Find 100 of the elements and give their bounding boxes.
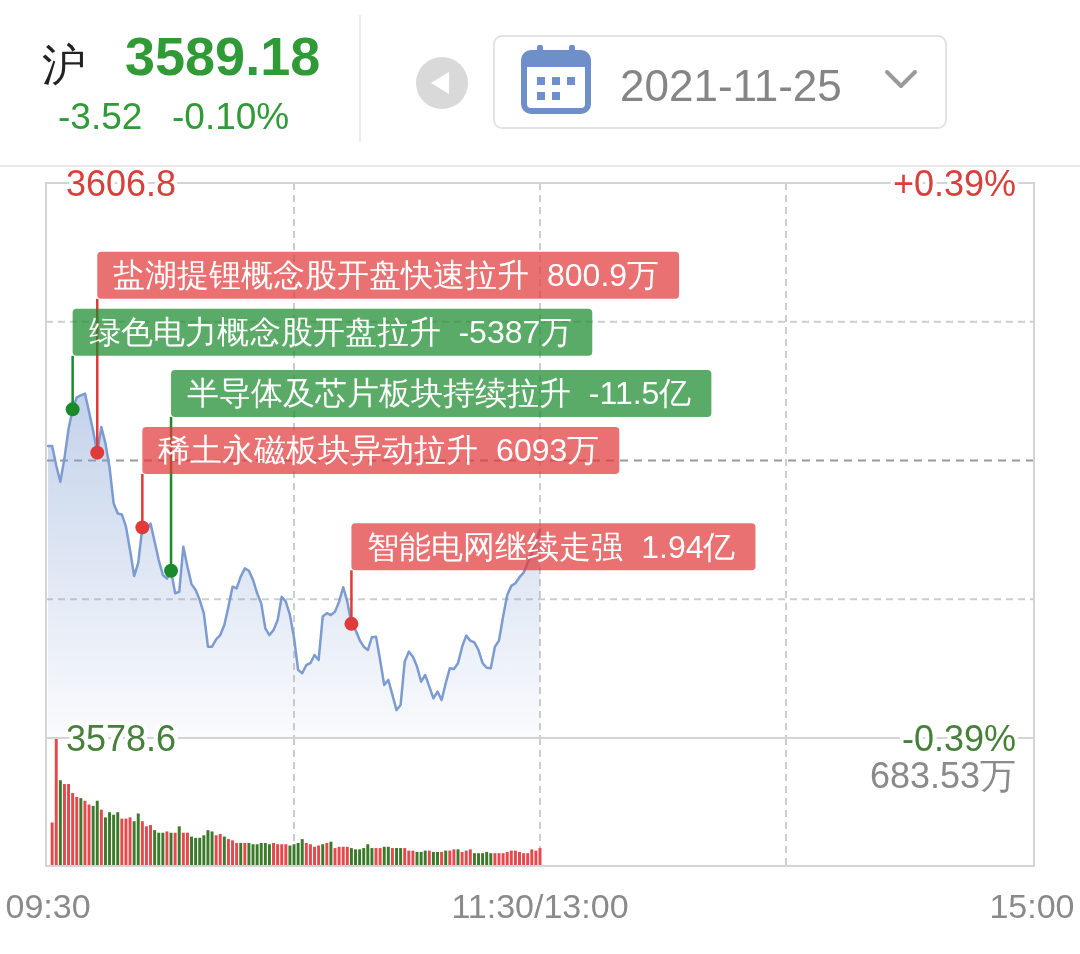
bar <box>128 817 132 866</box>
bar <box>173 832 177 866</box>
bar <box>419 851 423 866</box>
point <box>164 563 179 578</box>
bar <box>530 849 534 866</box>
bar <box>255 844 259 866</box>
bar <box>153 830 157 866</box>
bar <box>341 846 345 866</box>
bar <box>206 830 210 866</box>
text: 3589.18 <box>125 26 321 86</box>
bar <box>79 798 83 866</box>
bar <box>288 845 292 866</box>
bar <box>390 848 394 866</box>
bar <box>169 832 173 866</box>
bar <box>423 850 427 866</box>
bar <box>358 849 362 866</box>
bar <box>83 800 87 866</box>
bar <box>304 842 308 866</box>
bar <box>247 842 251 866</box>
bar <box>112 814 116 866</box>
bar <box>214 835 218 866</box>
bar <box>300 839 304 866</box>
bar <box>308 844 312 866</box>
bar <box>87 804 91 866</box>
bar <box>108 812 112 866</box>
bar <box>95 800 99 866</box>
bar <box>337 846 341 866</box>
bar <box>362 848 366 866</box>
annotation: 盐湖提锂概念股开盘快速拉升 800.9万 <box>113 257 660 294</box>
bar <box>67 784 71 866</box>
bar <box>325 842 329 866</box>
bar <box>411 850 415 866</box>
x-tick-label: 09:30 <box>5 887 91 925</box>
bar <box>481 853 485 866</box>
bar <box>161 832 165 866</box>
y2-tick-label: +0.39% <box>892 162 1016 204</box>
bar <box>120 818 124 866</box>
bar <box>477 853 480 866</box>
bar <box>345 846 349 866</box>
point <box>65 402 80 417</box>
bar <box>124 818 128 866</box>
bar <box>534 850 538 866</box>
bar <box>378 848 382 866</box>
bar <box>296 842 300 866</box>
bar <box>313 846 316 866</box>
bar <box>226 839 230 866</box>
bar <box>62 784 66 866</box>
bar <box>222 836 226 866</box>
bar <box>198 837 202 866</box>
bar <box>452 849 456 866</box>
bar <box>165 831 169 866</box>
bar <box>509 850 513 866</box>
bar <box>185 832 189 866</box>
bar <box>190 836 194 866</box>
bar <box>431 851 435 866</box>
bar <box>243 842 247 866</box>
text: -0.10% <box>172 96 290 137</box>
bar <box>370 848 374 866</box>
y-tick-label: 3606.8 <box>66 162 177 204</box>
point <box>135 520 150 535</box>
bar <box>276 844 280 866</box>
bar <box>218 834 222 866</box>
bar <box>354 849 357 866</box>
x-tick-label: 11:30/13:00 <box>451 887 629 925</box>
bar <box>157 832 161 866</box>
bar <box>284 844 288 866</box>
bar <box>522 853 526 866</box>
annotation: 绿色电力概念股开盘拉升 -5387万 <box>88 314 573 351</box>
bar <box>177 826 181 866</box>
bar <box>403 848 407 866</box>
point <box>344 616 359 631</box>
bar <box>194 837 198 866</box>
bar <box>501 853 505 866</box>
bar <box>140 821 144 866</box>
text: -3.52 <box>58 96 143 137</box>
annotation: 稀土永磁板块异动拉升 6093万 <box>158 432 600 469</box>
bar <box>239 842 243 866</box>
bar <box>99 809 103 866</box>
bar <box>448 850 452 866</box>
bar <box>329 841 333 866</box>
bar <box>444 850 448 866</box>
bar <box>280 844 284 866</box>
bar <box>436 851 439 866</box>
bar <box>518 851 521 866</box>
bar <box>464 850 468 866</box>
bar <box>366 844 370 866</box>
bar <box>259 842 263 866</box>
annotation: 智能电网继续走强 1.94亿 <box>367 528 736 565</box>
point <box>90 445 105 460</box>
bar <box>317 845 321 866</box>
bar <box>54 738 58 866</box>
bar <box>349 848 353 866</box>
text: 沪 <box>42 40 86 89</box>
bar <box>181 832 185 866</box>
x-tick-label: 15:00 <box>989 887 1075 925</box>
bar <box>468 849 472 866</box>
bar <box>58 780 62 866</box>
bar <box>513 850 517 866</box>
bar <box>272 842 275 866</box>
bar <box>395 848 398 866</box>
